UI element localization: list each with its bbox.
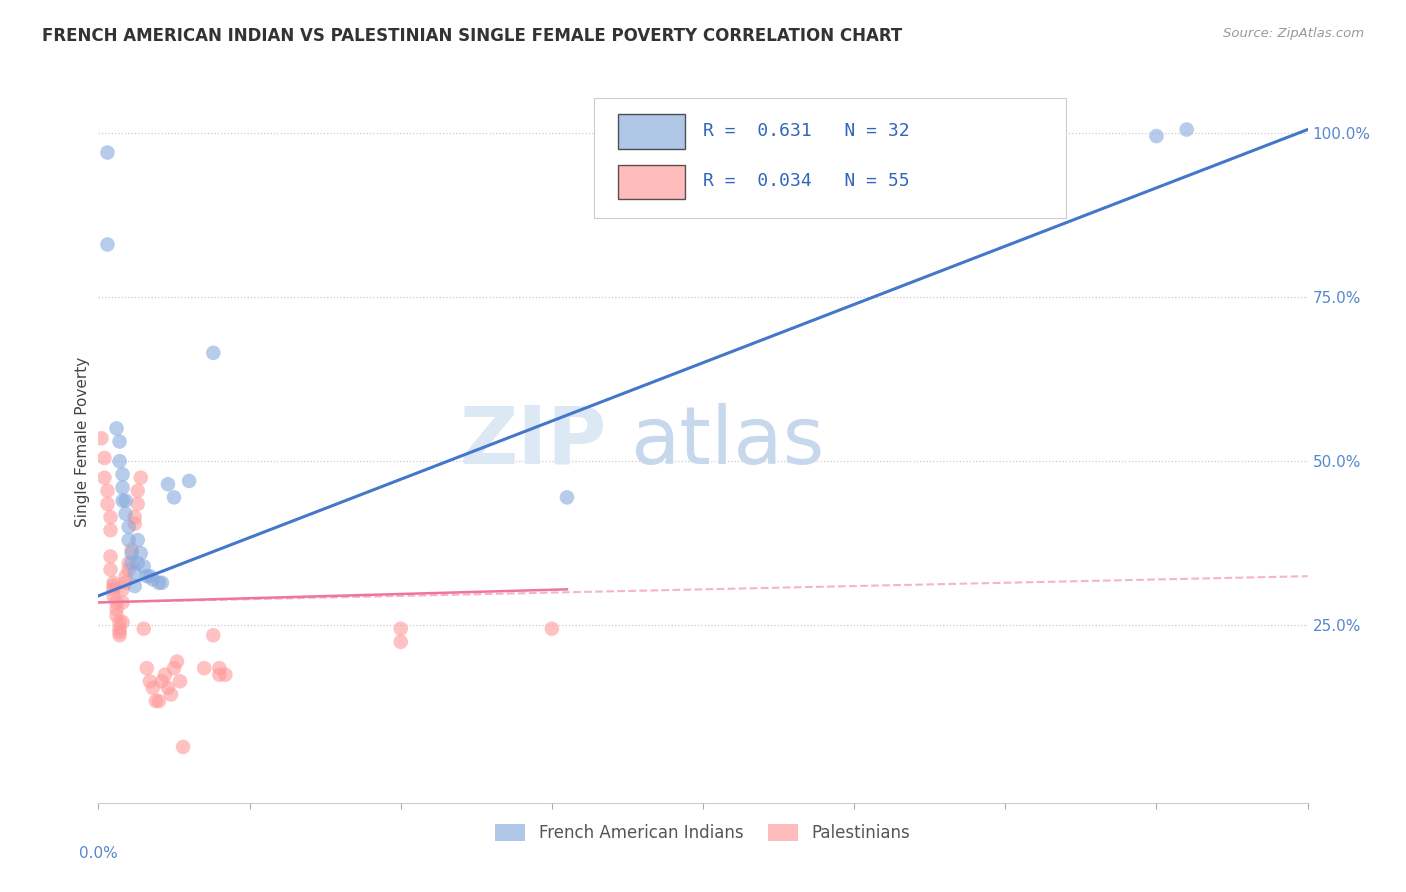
Point <box>108 628 131 642</box>
Point <box>127 483 149 498</box>
Point <box>124 579 146 593</box>
Point <box>139 569 162 583</box>
Point <box>121 546 143 560</box>
Point <box>93 471 115 485</box>
Point <box>169 674 191 689</box>
Point <box>540 622 562 636</box>
Point <box>166 655 188 669</box>
Y-axis label: Single Female Poverty: Single Female Poverty <box>75 357 90 526</box>
Point <box>108 622 131 636</box>
Point <box>124 516 146 531</box>
Point <box>108 434 131 449</box>
Point <box>389 622 412 636</box>
Point <box>135 661 157 675</box>
Point <box>100 523 122 537</box>
FancyBboxPatch shape <box>619 114 685 149</box>
Point <box>127 533 149 547</box>
Point <box>124 510 146 524</box>
Point <box>103 579 125 593</box>
Point <box>1175 122 1198 136</box>
Point <box>111 493 134 508</box>
Point <box>118 520 141 534</box>
Point <box>132 559 155 574</box>
Point <box>100 563 122 577</box>
Point <box>193 661 215 675</box>
Point <box>118 556 141 570</box>
Point <box>111 595 134 609</box>
Point <box>208 661 231 675</box>
Point <box>129 546 152 560</box>
Point <box>105 421 128 435</box>
Point <box>139 674 162 689</box>
Text: R =  0.034   N = 55: R = 0.034 N = 55 <box>703 172 910 190</box>
Point <box>127 556 149 570</box>
Point <box>202 628 225 642</box>
Point <box>96 145 118 160</box>
Text: atlas: atlas <box>630 402 825 481</box>
Point <box>127 497 149 511</box>
Point <box>90 431 112 445</box>
Point <box>103 589 125 603</box>
Point <box>111 615 134 630</box>
Point <box>121 542 143 557</box>
Point <box>103 575 125 590</box>
Point <box>114 575 136 590</box>
Point <box>105 608 128 623</box>
FancyBboxPatch shape <box>595 98 1066 218</box>
Point <box>202 346 225 360</box>
Point <box>111 481 134 495</box>
Point <box>142 681 165 695</box>
Point <box>389 635 412 649</box>
Point <box>150 674 173 689</box>
Point <box>96 497 118 511</box>
Point <box>153 667 176 681</box>
Point <box>121 556 143 570</box>
Point <box>108 454 131 468</box>
Point <box>100 510 122 524</box>
Point <box>129 471 152 485</box>
Point <box>93 450 115 465</box>
Text: R =  0.631   N = 32: R = 0.631 N = 32 <box>703 122 910 140</box>
Point <box>1144 129 1167 144</box>
Point <box>118 563 141 577</box>
Point <box>114 507 136 521</box>
Point <box>118 533 141 547</box>
Point <box>179 474 201 488</box>
Point <box>105 595 128 609</box>
Point <box>208 667 231 681</box>
Point <box>148 575 170 590</box>
Legend: French American Indians, Palestinians: French American Indians, Palestinians <box>489 817 917 848</box>
FancyBboxPatch shape <box>619 165 685 200</box>
Point <box>108 615 131 630</box>
Point <box>111 582 134 597</box>
Point <box>100 549 122 564</box>
Point <box>132 622 155 636</box>
Point <box>135 569 157 583</box>
Point <box>156 477 179 491</box>
Text: ZIP: ZIP <box>458 402 606 481</box>
Point <box>114 493 136 508</box>
Point <box>214 667 236 681</box>
Point <box>160 687 183 701</box>
Point <box>148 694 170 708</box>
Point <box>145 694 167 708</box>
Point <box>124 566 146 580</box>
Point <box>163 661 186 675</box>
Text: Source: ZipAtlas.com: Source: ZipAtlas.com <box>1223 27 1364 40</box>
Point <box>150 575 173 590</box>
Text: 0.0%: 0.0% <box>79 847 118 861</box>
Point <box>111 467 134 482</box>
Point <box>105 602 128 616</box>
Point <box>142 573 165 587</box>
Point <box>96 483 118 498</box>
Point <box>103 582 125 597</box>
Point <box>172 739 194 754</box>
Text: FRENCH AMERICAN INDIAN VS PALESTINIAN SINGLE FEMALE POVERTY CORRELATION CHART: FRENCH AMERICAN INDIAN VS PALESTINIAN SI… <box>42 27 903 45</box>
Point <box>108 625 131 640</box>
Point <box>163 491 186 505</box>
Point <box>156 681 179 695</box>
Point <box>555 491 578 505</box>
Point <box>96 237 118 252</box>
Point <box>114 569 136 583</box>
